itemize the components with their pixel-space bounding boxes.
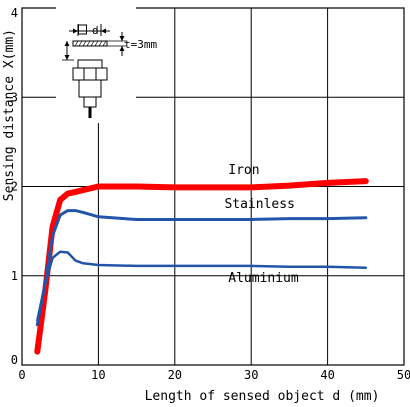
series-line-stainless: [35, 209, 368, 327]
series-labels: Iron Stainless Aluminium: [224, 163, 298, 286]
x-tick-label: 50: [397, 368, 410, 382]
series-line-aluminium: [36, 250, 368, 322]
y-tick-label: 3: [11, 90, 18, 104]
series-line-iron: [34, 178, 369, 355]
y-tick-label: 0: [11, 353, 18, 367]
inset-thickness-label: t=3mm: [124, 38, 157, 51]
sensor-head: [77, 59, 103, 69]
x-tick-label: 0: [18, 368, 25, 382]
series-label-aluminium: Aluminium: [228, 271, 299, 286]
x-tick-labels: 0 10 20 30 40 50: [18, 368, 410, 382]
sensor-body: [78, 79, 102, 98]
inset-d-label: d: [92, 24, 99, 37]
y-tick-labels: 0 1 2 3 4: [11, 6, 18, 367]
y-tick-label: 4: [11, 6, 18, 20]
sensor-tail: [83, 96, 97, 108]
series-label-stainless: Stainless: [224, 197, 294, 212]
y-axis-title: Sensing distance X(mm): [2, 29, 17, 201]
y-tick-label: 1: [11, 269, 18, 283]
series-curves: [34, 178, 369, 355]
x-axis-title: Length of sensed object d (mm): [145, 389, 380, 404]
y-tick-label: 2: [11, 180, 18, 194]
x-tick-label: 20: [168, 368, 182, 382]
sensor-nut: [72, 67, 108, 81]
x-tick-label: 40: [320, 368, 334, 382]
series-label-iron: Iron: [228, 163, 259, 178]
x-tick-label: 30: [244, 368, 258, 382]
x-tick-label: 10: [91, 368, 105, 382]
plot-frame: [21, 7, 405, 366]
sensor-diagram: d t=3mm: [56, 3, 157, 123]
